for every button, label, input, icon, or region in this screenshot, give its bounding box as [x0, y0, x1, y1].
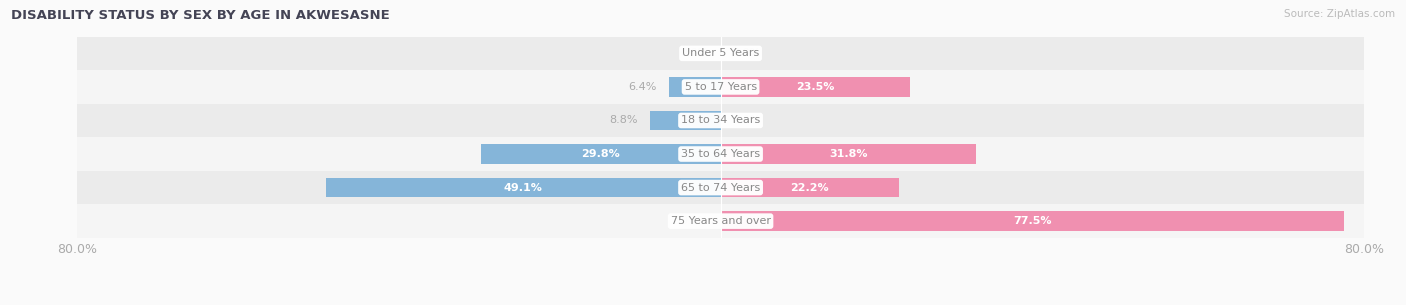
Text: 6.4%: 6.4% [628, 82, 657, 92]
Bar [721, 77, 910, 97]
Bar [650, 111, 721, 130]
Bar [721, 144, 976, 164]
Bar [77, 137, 1364, 171]
Bar [77, 171, 1364, 204]
Bar [77, 37, 1364, 70]
Text: DISABILITY STATUS BY SEX BY AGE IN AKWESASNE: DISABILITY STATUS BY SEX BY AGE IN AKWES… [11, 9, 389, 22]
Text: 29.8%: 29.8% [582, 149, 620, 159]
Bar [77, 104, 1364, 137]
Text: 0.0%: 0.0% [681, 216, 709, 226]
Bar [721, 211, 1344, 231]
Bar [326, 178, 721, 197]
Text: 0.0%: 0.0% [681, 48, 709, 58]
Text: 77.5%: 77.5% [1012, 216, 1052, 226]
Text: 18 to 34 Years: 18 to 34 Years [681, 116, 761, 125]
Bar [669, 77, 721, 97]
Bar [77, 204, 1364, 238]
Text: 23.5%: 23.5% [796, 82, 834, 92]
Text: 8.8%: 8.8% [609, 116, 638, 125]
Text: 31.8%: 31.8% [830, 149, 868, 159]
Text: 0.0%: 0.0% [733, 48, 761, 58]
Text: 5 to 17 Years: 5 to 17 Years [685, 82, 756, 92]
Bar [481, 144, 721, 164]
Text: 75 Years and over: 75 Years and over [671, 216, 770, 226]
Bar [77, 70, 1364, 104]
Bar [721, 178, 898, 197]
Text: 0.0%: 0.0% [733, 116, 761, 125]
Text: 35 to 64 Years: 35 to 64 Years [681, 149, 761, 159]
Text: 49.1%: 49.1% [503, 183, 543, 192]
Text: Source: ZipAtlas.com: Source: ZipAtlas.com [1284, 9, 1395, 19]
Text: Under 5 Years: Under 5 Years [682, 48, 759, 58]
Text: 65 to 74 Years: 65 to 74 Years [681, 183, 761, 192]
Text: 22.2%: 22.2% [790, 183, 830, 192]
